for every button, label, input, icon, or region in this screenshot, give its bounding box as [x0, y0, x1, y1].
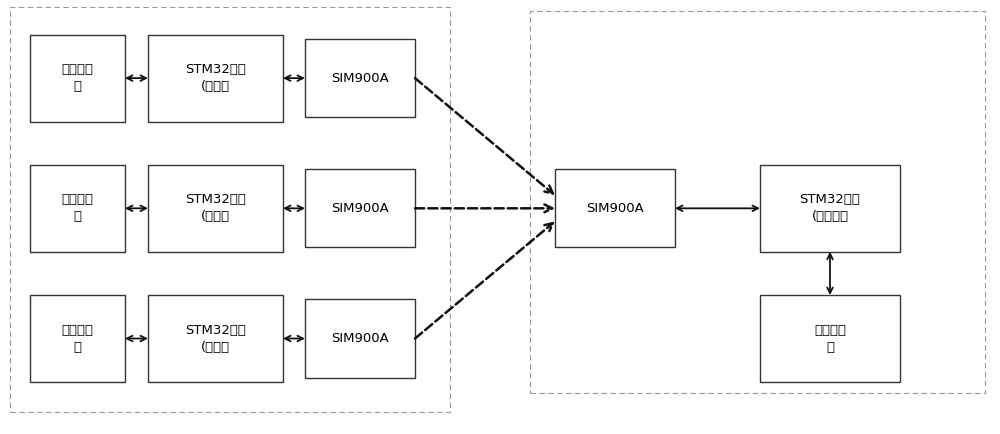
Text: SIM900A: SIM900A [331, 72, 389, 85]
Bar [30, 165, 125, 252]
Bar [148, 35, 283, 122]
Bar [30, 295, 125, 382]
Bar [148, 165, 283, 252]
Text: SIM900A: SIM900A [331, 202, 389, 215]
Text: 触摸显示
屏: 触摸显示 屏 [814, 323, 846, 354]
Text: STM32芯片
(上位机）: STM32芯片 (上位机） [800, 193, 860, 224]
Bar [10, 7, 450, 412]
Bar [30, 35, 125, 122]
Bar [760, 165, 900, 252]
Bar [305, 39, 415, 117]
Bar [555, 169, 675, 247]
Bar [305, 299, 415, 378]
Text: STM32芯片
(终端）: STM32芯片 (终端） [185, 63, 246, 93]
Text: SIM900A: SIM900A [331, 332, 389, 345]
Text: 触摸显示
屏: 触摸显示 屏 [62, 323, 94, 354]
Text: STM32芯片
(终端）: STM32芯片 (终端） [185, 193, 246, 224]
Bar [305, 169, 415, 247]
Text: 触摸显示
屏: 触摸显示 屏 [62, 193, 94, 224]
Text: SIM900A: SIM900A [586, 202, 644, 215]
Bar [530, 11, 985, 393]
Bar [148, 295, 283, 382]
Text: 触摸显示
屏: 触摸显示 屏 [62, 63, 94, 93]
Bar [760, 295, 900, 382]
Text: STM32芯片
(终端）: STM32芯片 (终端） [185, 323, 246, 354]
